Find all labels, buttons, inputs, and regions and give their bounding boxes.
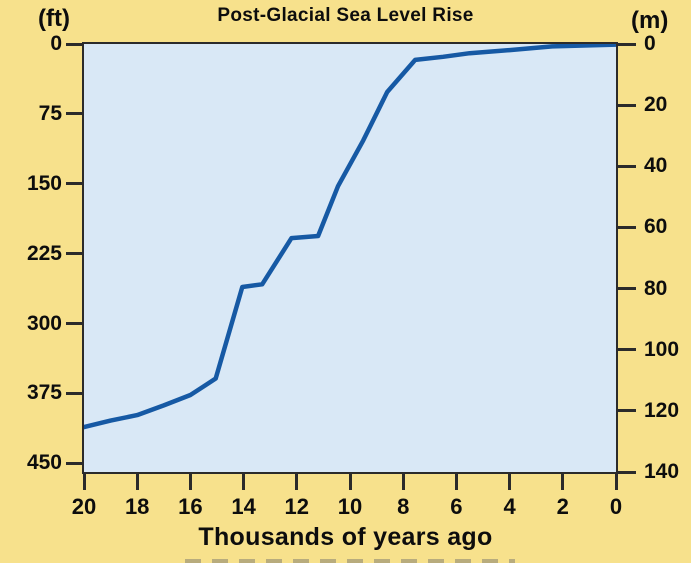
x-tick-label: 6 <box>450 494 463 519</box>
x-tick-label: 12 <box>284 494 310 519</box>
y-left-tick-label: 300 <box>26 311 62 335</box>
y-right-tick <box>616 287 636 291</box>
y-right-tick <box>616 225 636 229</box>
y-right-tick-label: 120 <box>644 398 680 422</box>
x-tick <box>614 474 618 490</box>
x-tick <box>348 474 352 490</box>
left-axis-unit-label: (ft) <box>38 5 70 32</box>
x-axis-title: Thousands of years ago <box>198 523 493 551</box>
x-tick <box>188 474 192 490</box>
y-right-tick-label: 100 <box>644 337 680 361</box>
x-tick <box>561 474 565 490</box>
y-right-tick-label: 80 <box>644 276 668 300</box>
y-right-tick-label: 20 <box>644 93 668 117</box>
y-right-tick-label: 60 <box>644 215 668 239</box>
x-tick <box>82 474 86 490</box>
y-right-tick-label: 40 <box>644 154 668 178</box>
y-left-tick <box>66 182 84 186</box>
y-left-tick-label: 0 <box>50 32 62 55</box>
x-tick-label: 0 <box>609 494 623 519</box>
y-left-tick <box>66 42 84 46</box>
y-right-tick-label: 140 <box>644 460 680 483</box>
y-right-tick <box>616 348 636 352</box>
y-right-tick <box>616 42 636 46</box>
y-right-tick <box>616 103 636 107</box>
x-tick <box>454 474 458 490</box>
x-tick <box>295 474 299 490</box>
x-tick <box>508 474 512 490</box>
y-left-tick <box>66 461 84 465</box>
y-left-tick-label: 150 <box>26 171 62 195</box>
y-right-tick <box>616 164 636 168</box>
x-tick <box>242 474 246 490</box>
y-left-tick-label: 75 <box>38 101 62 125</box>
sea-level-line <box>84 44 616 430</box>
x-tick-label: 4 <box>503 494 516 519</box>
x-tick <box>135 474 139 490</box>
x-tick-label: 20 <box>71 494 97 519</box>
plot-area <box>82 42 618 474</box>
x-tick-label: 8 <box>397 494 410 519</box>
x-tick-label: 2 <box>556 494 569 519</box>
x-tick <box>401 474 405 490</box>
x-tick-label: 10 <box>337 494 363 519</box>
x-tick-label: 16 <box>178 494 203 519</box>
cropped-caption-fragment <box>185 559 515 563</box>
y-right-tick <box>616 470 636 474</box>
y-left-tick <box>66 252 84 256</box>
x-tick-label: 18 <box>124 494 150 519</box>
chart-title: Post-Glacial Sea Level Rise <box>217 5 474 26</box>
y-left-tick <box>66 391 84 395</box>
y-right-tick <box>616 409 636 413</box>
x-tick-label: 14 <box>231 494 256 519</box>
right-axis-unit-label: (m) <box>631 7 669 34</box>
y-left-tick <box>66 112 84 116</box>
y-left-tick-label: 450 <box>26 451 62 475</box>
y-left-tick-label: 225 <box>26 241 62 265</box>
y-left-tick <box>66 322 84 326</box>
sea-level-plot-svg <box>84 44 616 430</box>
y-right-tick-label: 0 <box>644 32 656 55</box>
y-left-tick-label: 375 <box>26 381 62 405</box>
